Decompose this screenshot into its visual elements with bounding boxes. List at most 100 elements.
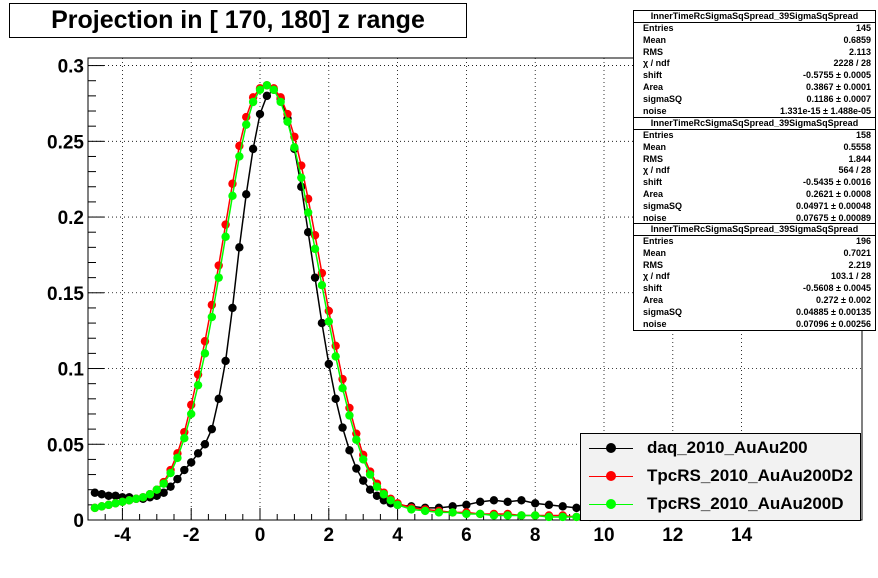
stat-row: Entries 196	[634, 236, 875, 248]
data-point	[503, 497, 512, 507]
data-point	[503, 511, 512, 520]
stat-value: 158	[855, 130, 871, 140]
data-point	[97, 502, 106, 511]
stat-box: InnerTimeRcSigmaSqSpread_39SigmaSqSpread…	[633, 223, 876, 332]
data-point	[111, 491, 120, 500]
stat-box: InnerTimeRcSigmaSqSpread_39SigmaSqSpread…	[633, 117, 876, 226]
legend-marker	[606, 471, 616, 481]
stat-value: 0.1186 ± 0.0007	[806, 93, 872, 104]
data-point	[303, 227, 313, 237]
data-point	[255, 85, 265, 95]
stat-row: RMS 2.113	[634, 47, 875, 59]
data-point	[317, 281, 327, 290]
stat-row: Area 0.3867 ± 0.0001	[634, 82, 875, 94]
stat-label: χ / ndf	[643, 165, 670, 176]
data-point	[235, 152, 244, 161]
x-tick-label: 2	[324, 525, 335, 546]
data-point	[475, 509, 485, 519]
x-tick-label: -2	[183, 525, 200, 546]
data-point	[248, 144, 258, 154]
stat-row: Mean 0.7021	[634, 248, 875, 260]
y-tick-label: 0.2	[58, 208, 84, 229]
data-point	[152, 485, 161, 494]
data-point	[531, 511, 540, 520]
stat-value: 196	[855, 236, 871, 246]
stat-value: 0.6859	[843, 34, 871, 45]
data-point	[159, 488, 168, 497]
data-point	[228, 303, 237, 313]
stat-row: noise 0.07675 ± 0.00089	[634, 213, 875, 225]
data-point	[372, 491, 382, 500]
data-point	[118, 497, 127, 507]
stat-label: χ / ndf	[643, 58, 670, 69]
stat-row: sigmaSQ 0.1186 ± 0.0007	[634, 94, 875, 106]
data-point	[365, 470, 375, 479]
stat-row: noise 1.331e-15 ± 1.488e-05	[634, 106, 875, 118]
data-point	[345, 446, 354, 455]
data-point	[262, 81, 272, 90]
stat-value: 2228 / 28	[833, 58, 871, 69]
stat-value: 0.272 ± 0.002	[816, 294, 871, 305]
data-point	[338, 423, 347, 432]
x-tick-label: 0	[255, 525, 266, 546]
stat-label: Entries	[643, 130, 674, 140]
data-point	[214, 273, 223, 282]
legend-label: TpcRS_2010_AuAu200D2	[647, 466, 853, 485]
data-point	[544, 512, 554, 522]
legend-label: TpcRS_2010_AuAu200D	[647, 494, 844, 513]
data-point	[359, 455, 368, 464]
stat-label: Area	[643, 81, 664, 92]
stat-value: -0.5608 ± 0.0045	[803, 283, 871, 294]
stat-row: sigmaSQ 0.04971 ± 0.00048	[634, 201, 875, 213]
x-tick-label: 10	[593, 525, 614, 546]
data-point	[104, 491, 113, 500]
data-point	[207, 312, 217, 322]
data-point	[193, 380, 203, 390]
y-tick-label: 0.25	[47, 132, 84, 153]
data-point	[324, 359, 333, 369]
stat-row: χ / ndf 103.1 / 28	[634, 271, 875, 283]
stat-label: Mean	[643, 141, 667, 152]
data-point	[283, 117, 292, 126]
data-point	[352, 464, 361, 473]
data-point	[152, 491, 161, 500]
legend-entry: TpcRS_2010_AuAu200D2	[581, 462, 860, 491]
stat-label: Entries	[643, 236, 674, 246]
stat-value: 103.1 / 28	[830, 271, 871, 282]
stat-row: χ / ndf 564 / 28	[634, 165, 875, 177]
x-tick-label: 14	[731, 525, 753, 546]
data-point	[352, 435, 361, 444]
stat-label: sigmaSQ	[643, 200, 683, 211]
stat-row: Area 0.272 ± 0.002	[634, 295, 875, 307]
data-point	[221, 356, 230, 366]
data-point	[379, 496, 389, 505]
stat-label: noise	[643, 212, 667, 223]
data-point	[180, 434, 189, 443]
legend-marker	[606, 443, 616, 453]
stat-row: sigmaSQ 0.04885 ± 0.00135	[634, 307, 875, 319]
stat-label: Entries	[643, 23, 674, 33]
data-point	[379, 490, 389, 499]
stat-label: RMS	[643, 153, 663, 164]
y-tick-label: 0.15	[47, 284, 84, 305]
stat-label: shift	[643, 283, 662, 294]
data-point	[434, 508, 444, 517]
data-point	[125, 496, 134, 505]
data-point	[111, 499, 120, 508]
stat-label: sigmaSQ	[643, 93, 683, 104]
data-point	[407, 505, 416, 514]
stat-value: 2.113	[848, 46, 871, 57]
stat-value: 0.07675 ± 0.00089	[795, 212, 871, 223]
data-point	[138, 493, 148, 502]
stat-row: shift -0.5608 ± 0.0045	[634, 283, 875, 295]
data-point	[242, 120, 251, 129]
stat-row: Mean 0.6859	[634, 35, 875, 47]
series-TpcRS_2010_AuAu200D	[90, 81, 609, 522]
stat-box: InnerTimeRcSigmaSqSpread_39SigmaSqSpread…	[633, 10, 876, 119]
data-point	[331, 352, 340, 361]
data-point	[558, 512, 567, 522]
stat-value: 0.3867 ± 0.0001	[806, 81, 871, 92]
data-point	[475, 497, 485, 507]
data-point	[228, 191, 237, 201]
y-tick-label: 0.3	[58, 57, 84, 78]
